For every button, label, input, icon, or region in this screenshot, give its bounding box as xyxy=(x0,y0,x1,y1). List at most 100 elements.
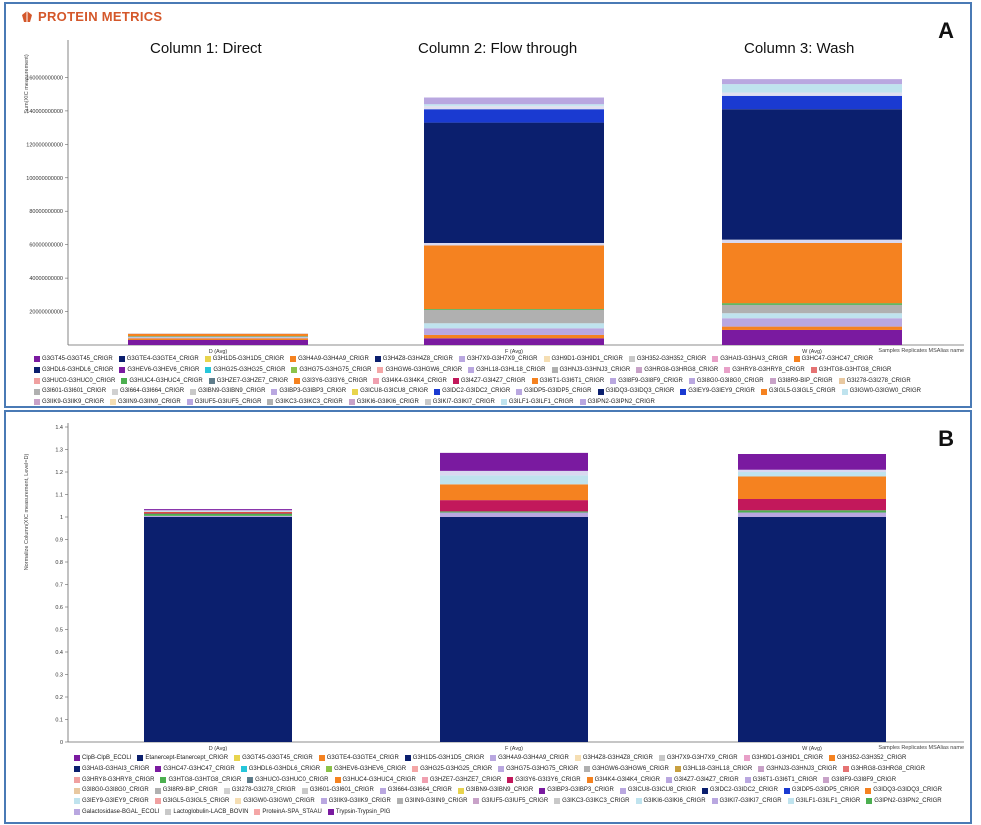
bar-segment[interactable] xyxy=(440,517,588,742)
legend-item[interactable]: G3IKC3-G3IKC3_CRIGR xyxy=(554,797,630,806)
legend-item[interactable]: G3IKI7-G3IKI7_CRIGR xyxy=(711,797,782,806)
legend-item[interactable]: G3IUF5-G3IUF5_CRIGR xyxy=(186,398,261,407)
bar-segment[interactable] xyxy=(738,472,886,477)
bar-segment[interactable] xyxy=(424,97,604,105)
legend-item[interactable]: G3H352-G3H352_CRIGR xyxy=(828,754,906,763)
legend-item[interactable]: G3H1D5-G3H1D5_CRIGR xyxy=(204,355,284,364)
bar-segment[interactable] xyxy=(424,105,604,110)
legend-item[interactable]: G3IIN9-G3IIN9_CRIGR xyxy=(396,797,467,806)
legend-item[interactable]: G3IDP5-G3IDP5_CRIGR xyxy=(516,387,592,396)
bar-segment[interactable] xyxy=(144,510,292,511)
legend-item[interactable]: G3I4Z7-G3I4Z7_CRIGR xyxy=(452,377,526,386)
legend-item[interactable]: G3HAI3-G3HAI3_CRIGR xyxy=(712,355,788,364)
legend-item[interactable]: G3I3Y6-G3I3Y6_CRIGR xyxy=(507,776,581,785)
legend-item[interactable]: G3HUC4-G3HUC4_CRIGR xyxy=(334,776,416,785)
legend-item[interactable]: Trypsin-Trypsin_PIG xyxy=(327,808,390,817)
bar-segment[interactable] xyxy=(424,338,604,345)
bar-segment[interactable] xyxy=(424,109,604,123)
legend-item[interactable]: G3HRY8-G3HRY8_CRIGR xyxy=(724,366,805,375)
legend-item[interactable]: G3HGW6-G3HGW6_CRIGR xyxy=(584,765,669,774)
legend-item[interactable]: G3HUC0-G3HUC0_CRIGR xyxy=(247,776,329,785)
bar-segment[interactable] xyxy=(738,517,886,742)
legend-item[interactable]: G3IGW0-G3IGW0_CRIGR xyxy=(235,797,315,806)
legend-item[interactable]: G3IDQ3-G3IDQ3_CRIGR xyxy=(597,387,674,396)
bar-segment[interactable] xyxy=(128,336,308,337)
bar-segment[interactable] xyxy=(440,500,588,512)
legend-item[interactable]: G3HDL6-G3HDL6_CRIGR xyxy=(34,366,113,375)
legend-item[interactable]: G3IUF5-G3IUF5_CRIGR xyxy=(473,797,548,806)
legend-item[interactable]: G3GTE4-G3GTE4_CRIGR xyxy=(118,355,199,364)
bar-segment[interactable] xyxy=(144,515,292,517)
legend-item[interactable]: G3I3Y6-G3I3Y6_CRIGR xyxy=(294,377,367,386)
legend-item[interactable]: G3IDC2-G3IDC2_CRIGR xyxy=(434,387,510,396)
bar-segment[interactable] xyxy=(722,242,902,304)
bar-segment[interactable] xyxy=(722,79,902,85)
legend-item[interactable]: G3I664-G3I664_CRIGR xyxy=(379,786,452,795)
bar-segment[interactable] xyxy=(128,336,308,338)
bar-segment[interactable] xyxy=(128,338,308,340)
legend-item[interactable]: G3I664-G3I664_CRIGR xyxy=(112,387,184,396)
legend-item[interactable]: G3GT45-G3GT45_CRIGR xyxy=(234,754,313,763)
legend-item[interactable]: G3H9D1-G3H9D1_CRIGR xyxy=(743,754,823,763)
legend-item[interactable]: Etanercept-Etanercept_CRIGR xyxy=(137,754,228,763)
bar-segment[interactable] xyxy=(440,512,588,518)
legend-item[interactable]: G3I6T1-G3I6T1_CRIGR xyxy=(531,377,604,386)
legend-item[interactable]: G3IGL5-G3IGL5_CRIGR xyxy=(760,387,836,396)
bar-segment[interactable] xyxy=(440,511,588,513)
legend-item[interactable]: G3I4K4-G3I4K4_CRIGR xyxy=(373,377,447,386)
bar-segment[interactable] xyxy=(722,109,902,240)
legend-item[interactable]: G3I8G0-G3I8G0_CRIGR xyxy=(74,786,149,795)
bar-segment[interactable] xyxy=(144,510,292,512)
legend-item[interactable]: ProteinA-SPA_STAAU xyxy=(254,808,322,817)
legend-item[interactable]: G3HG75-G3HG75_CRIGR xyxy=(498,765,578,774)
legend-item[interactable]: G3H4Z8-G3H4Z8_CRIGR xyxy=(374,355,453,364)
legend-item[interactable]: G3H9D1-G3H9D1_CRIGR xyxy=(543,355,623,364)
bar-segment[interactable] xyxy=(738,512,886,518)
bar-segment[interactable] xyxy=(722,303,902,305)
legend-item[interactable]: G3IBP3-G3IBP3_CRIGR xyxy=(539,786,614,795)
bar-segment[interactable] xyxy=(144,509,292,511)
legend-item[interactable]: G3I601-G3I601_CRIGR xyxy=(34,387,106,396)
bar-segment[interactable] xyxy=(128,339,308,345)
bar-segment[interactable] xyxy=(722,95,902,110)
legend-item[interactable]: G3IEY9-G3IEY9_CRIGR xyxy=(680,387,755,396)
bar-segment[interactable] xyxy=(424,104,604,106)
legend-item[interactable]: G3H4A9-G3H4A9_CRIGR xyxy=(490,754,569,763)
bar-segment[interactable] xyxy=(424,323,604,329)
bar-segment[interactable] xyxy=(722,313,902,319)
bar-segment[interactable] xyxy=(722,329,902,345)
legend-item[interactable]: ClpB-ClpB_ECOLI xyxy=(74,754,131,763)
legend-item[interactable]: G3HTG8-G3HTG8_CRIGR xyxy=(810,366,891,375)
bar-segment[interactable] xyxy=(722,326,902,330)
bar-segment[interactable] xyxy=(424,334,604,339)
legend-item[interactable]: G3IDC2-G3IDC2_CRIGR xyxy=(701,786,778,795)
legend-item[interactable]: G3IEY9-G3IEY9_CRIGR xyxy=(74,797,149,806)
bar-segment[interactable] xyxy=(128,336,308,337)
bar-segment[interactable] xyxy=(144,511,292,513)
legend-item[interactable]: G3HNJ3-G3HNJ3_CRIGR xyxy=(758,765,837,774)
bar-segment[interactable] xyxy=(424,242,604,246)
legend-item[interactable]: G3I8F9-G3I8F9_CRIGR xyxy=(610,377,683,386)
legend-item[interactable]: G3IBN9-G3IBN9_CRIGR xyxy=(190,387,265,396)
legend-item[interactable]: G3IPN2-G3IPN2_CRIGR xyxy=(866,797,942,806)
legend-item[interactable]: G3H7X9-G3H7X9_CRIGR xyxy=(658,754,738,763)
legend-item[interactable]: G3HZE7-G3HZE7_CRIGR xyxy=(208,377,288,386)
legend-item[interactable]: G3HL18-G3HL18_CRIGR xyxy=(674,765,752,774)
bar-segment[interactable] xyxy=(738,510,886,513)
legend-item[interactable]: G3GTE4-G3GTE4_CRIGR xyxy=(318,754,399,763)
bar-segment[interactable] xyxy=(424,245,604,310)
bar-segment[interactable] xyxy=(722,92,902,96)
legend-item[interactable]: G3IGL5-G3IGL5_CRIGR xyxy=(154,797,229,806)
bar-segment[interactable] xyxy=(738,499,886,511)
legend-item[interactable]: G3HZE7-G3HZE7_CRIGR xyxy=(421,776,501,785)
bar-segment[interactable] xyxy=(440,484,588,501)
legend-item[interactable]: G3ILF1-G3ILF1_CRIGR xyxy=(500,398,574,407)
legend-item[interactable]: G3IDP5-G3IDP5_CRIGR xyxy=(783,786,859,795)
legend-item[interactable]: G3IPN2-G3IPN2_CRIGR xyxy=(579,398,655,407)
legend-item[interactable]: G3IIK9-G3IIK9_CRIGR xyxy=(34,398,104,407)
bar-segment[interactable] xyxy=(722,318,902,327)
bar-segment[interactable] xyxy=(738,469,886,472)
legend-item[interactable]: G3HAI3-G3HAI3_CRIGR xyxy=(74,765,149,774)
bar-segment[interactable] xyxy=(738,454,886,470)
legend-item[interactable]: G3HC47-G3HC47_CRIGR xyxy=(793,355,873,364)
